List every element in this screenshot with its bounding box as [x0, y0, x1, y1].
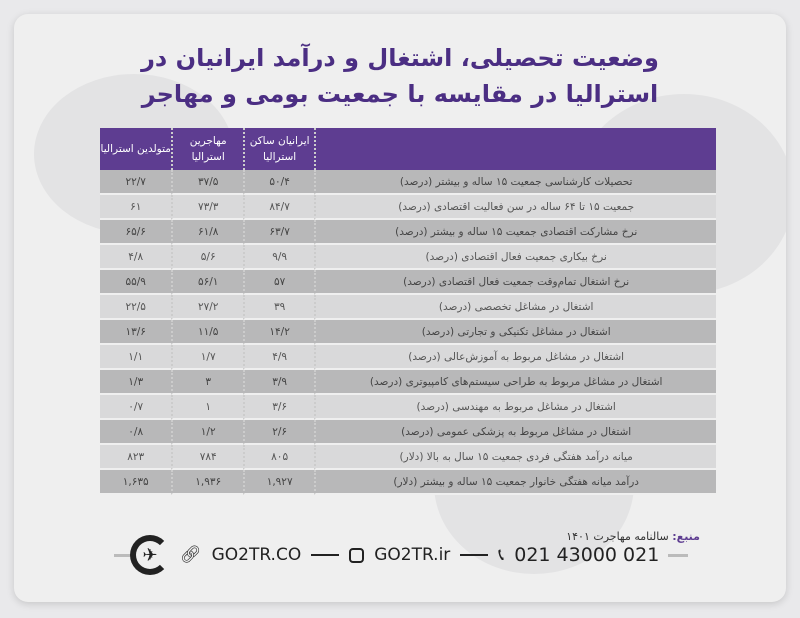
cell-value: ۱/۱: [100, 345, 172, 370]
row-label: اشتغال در مشاغل تخصصی (درصد): [314, 295, 716, 320]
column-header: متولدین استرالیا: [100, 128, 172, 170]
row-label: نرخ مشارکت اقتصادی جمعیت ۱۵ ساله و بیشتر…: [314, 220, 716, 245]
row-label: جمعیت ۱۵ تا ۶۴ ساله در سن فعالیت اقتصادی…: [314, 195, 716, 220]
cell-value: ۵/۶: [171, 245, 243, 270]
table-row: جمعیت ۱۵ تا ۶۴ ساله در سن فعالیت اقتصادی…: [100, 195, 716, 220]
cell-value: ۸۲۳: [100, 445, 172, 470]
comparison-table: ایرانیان ساکن استرالیا مهاجرین استرالیا مت…: [100, 128, 716, 495]
website-link[interactable]: GO2TR.CO: [211, 545, 302, 565]
cell-value: ۲/۶: [242, 420, 315, 445]
page-title: وضعیت تحصیلی، اشتغال و درآمد ایرانیان در…: [141, 44, 659, 108]
cell-value: ۱۴/۲: [242, 320, 315, 345]
table-row: اشتغال در مشاغل تکنیکی و تجارتی (درصد) ۱۴…: [100, 320, 716, 345]
instagram-icon: [349, 547, 365, 563]
table-row: اشتغال در مشاغل مربوط به آموزش‌عالی (درص…: [100, 345, 716, 370]
row-label: درآمد میانه هفتگی خانوار جمعیت ۱۵ ساله و…: [314, 470, 716, 495]
cell-value: ۰/۸: [100, 420, 172, 445]
cell-value: ۳۹: [242, 295, 315, 320]
cell-value: ۶۱: [100, 195, 172, 220]
phone-number[interactable]: 021 43000 021: [514, 544, 660, 566]
table-row: اشتغال در مشاغل تخصصی (درصد) ۳۹ ۲۷/۲ ۲۲/۵: [100, 295, 716, 320]
cell-value: ۳: [171, 370, 243, 395]
cell-value: ۱: [171, 395, 243, 420]
divider: [311, 554, 340, 556]
link-icon: 🔗︎: [180, 545, 202, 565]
table-row: تحصیلات کارشناسی جمعیت ۱۵ ساله و بیشتر (…: [100, 170, 716, 195]
row-label: تحصیلات کارشناسی جمعیت ۱۵ ساله و بیشتر (…: [314, 170, 716, 195]
cell-value: ۱/۲: [171, 420, 243, 445]
cell-value: ۲۲/۵: [100, 295, 172, 320]
cell-value: ۱,۹۲۷: [242, 470, 315, 495]
cell-value: ۰/۷: [100, 395, 172, 420]
cell-value: ۴/۸: [100, 245, 172, 270]
row-label: نرخ بیکاری جمعیت فعال اقتصادی (درصد): [314, 245, 716, 270]
cell-value: ۳۷/۵: [171, 170, 243, 195]
row-label: اشتغال در مشاغل تکنیکی و تجارتی (درصد): [314, 320, 716, 345]
phone-icon: 📞︎: [498, 545, 505, 565]
cell-value: ۷۸۴: [171, 445, 243, 470]
cell-value: ۱۳/۶: [100, 320, 172, 345]
table-row: اشتغال در مشاغل مربوط به طراحی سیستم‌های…: [100, 370, 716, 395]
cell-value: ۵۰/۴: [242, 170, 315, 195]
table-row: درآمد میانه هفتگی خانوار جمعیت ۱۵ ساله و…: [100, 470, 716, 495]
table-row: اشتغال در مشاغل مربوط به مهندسی (درصد) ۳/…: [100, 395, 716, 420]
divider: [114, 554, 134, 557]
cell-value: ۳/۹: [242, 370, 315, 395]
table-row: نرخ بیکاری جمعیت فعال اقتصادی (درصد) ۹/۹ ۵…: [100, 245, 716, 270]
divider: [668, 554, 688, 557]
cell-value: ۵۵/۹: [100, 270, 172, 295]
cell-value: ۸۰۵: [242, 445, 315, 470]
cell-value: ۶۵/۶: [100, 220, 172, 245]
row-label: اشتغال در مشاغل مربوط به مهندسی (درصد): [314, 395, 716, 420]
cell-value: ۹/۹: [242, 245, 315, 270]
cell-value: ۵۷: [242, 270, 315, 295]
source-note: منبع: سالنامه مهاجرت ۱۴۰۱: [566, 530, 700, 543]
cell-value: ۶۱/۸: [171, 220, 243, 245]
row-label: اشتغال در مشاغل مربوط به آموزش‌عالی (درص…: [314, 345, 716, 370]
cell-value: ۴/۹: [242, 345, 315, 370]
table-row: اشتغال در مشاغل مربوط به پزشکی عمومی (در…: [100, 420, 716, 445]
row-label: اشتغال در مشاغل مربوط به پزشکی عمومی (در…: [314, 420, 716, 445]
infographic-card: وضعیت تحصیلی، اشتغال و درآمد ایرانیان در…: [14, 14, 786, 602]
cell-value: ۸۴/۷: [242, 195, 315, 220]
row-label: اشتغال در مشاغل مربوط به طراحی سیستم‌های…: [314, 370, 716, 395]
divider: [460, 554, 489, 556]
go2tr-logo: ✈: [130, 535, 170, 575]
cell-value: ۲۷/۲: [171, 295, 243, 320]
instagram-link[interactable]: GO2TR.ir: [374, 545, 451, 565]
table-row: نرخ اشتغال تمام‌وقت جمعیت فعال اقتصادی (…: [100, 270, 716, 295]
row-label: میانه درآمد هفتگی فردی جمعیت ۱۵ سال به ب…: [314, 445, 716, 470]
table-row: میانه درآمد هفتگی فردی جمعیت ۱۵ سال به ب…: [100, 445, 716, 470]
cell-value: ۶۳/۷: [242, 220, 315, 245]
table-row: نرخ مشارکت اقتصادی جمعیت ۱۵ ساله و بیشتر…: [100, 220, 716, 245]
cell-value: ۲۲/۷: [100, 170, 172, 195]
cell-value: ۳/۶: [242, 395, 315, 420]
cell-value: ۱/۷: [171, 345, 243, 370]
cell-value: ۷۳/۳: [171, 195, 243, 220]
column-header: [314, 128, 716, 170]
column-header: مهاجرین استرالیا: [171, 128, 243, 170]
row-label: نرخ اشتغال تمام‌وقت جمعیت فعال اقتصادی (…: [314, 270, 716, 295]
column-header: ایرانیان ساکن استرالیا: [242, 128, 315, 170]
cell-value: ۱۱/۵: [171, 320, 243, 345]
footer-contact: ✈ 🔗︎ GO2TR.CO GO2TR.ir 📞︎ 021 43000 021: [130, 535, 670, 575]
cell-value: ۱/۳: [100, 370, 172, 395]
cell-value: ۱,۶۳۵: [100, 470, 172, 495]
cell-value: ۵۶/۱: [171, 270, 243, 295]
cell-value: ۱,۹۳۶: [171, 470, 243, 495]
